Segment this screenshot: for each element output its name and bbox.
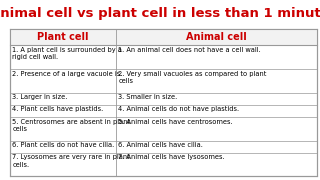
Bar	[10, 29, 317, 176]
Bar	[10, 29, 317, 45]
Text: 5. Centrosomes are absent in plant
cells: 5. Centrosomes are absent in plant cells	[12, 119, 130, 132]
Text: 2. Very small vacuoles as compared to plant
cells: 2. Very small vacuoles as compared to pl…	[118, 71, 267, 84]
Text: Animal cell vs plant cell in less than 1 minute: Animal cell vs plant cell in less than 1…	[0, 7, 320, 20]
Text: Plant cell: Plant cell	[37, 32, 88, 42]
Text: Animal cell: Animal cell	[186, 32, 247, 42]
Text: 3. Larger in size.: 3. Larger in size.	[12, 94, 68, 100]
Text: 3. Smaller in size.: 3. Smaller in size.	[118, 94, 177, 100]
Text: 2. Presence of a large vacuole is.: 2. Presence of a large vacuole is.	[12, 71, 123, 77]
Text: 7. Lysosomes are very rare in plant
cells.: 7. Lysosomes are very rare in plant cell…	[12, 154, 130, 168]
Text: 6. Animal cells have cilia.: 6. Animal cells have cilia.	[118, 141, 203, 148]
Text: 1. A plant cell is surrounded by a
rigid cell wall.: 1. A plant cell is surrounded by a rigid…	[12, 47, 122, 60]
Text: 7. Animal cells have lysosomes.: 7. Animal cells have lysosomes.	[118, 154, 225, 160]
Text: 1. An animal cell does not have a cell wall.: 1. An animal cell does not have a cell w…	[118, 47, 261, 53]
Text: 4. Plant cells have plastids.: 4. Plant cells have plastids.	[12, 106, 103, 112]
Text: 5. Animal cells have centrosomes.: 5. Animal cells have centrosomes.	[118, 119, 233, 125]
Text: 6. Plant cells do not have cilia.: 6. Plant cells do not have cilia.	[12, 141, 115, 148]
Text: 4. Animal cells do not have plastids.: 4. Animal cells do not have plastids.	[118, 106, 239, 112]
